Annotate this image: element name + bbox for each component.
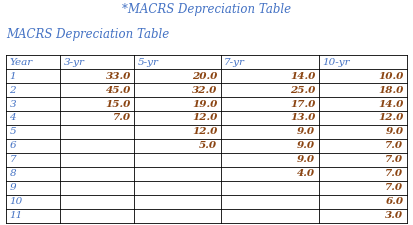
Text: 32.0: 32.0	[192, 86, 217, 94]
Text: 4: 4	[9, 113, 16, 122]
Text: 12.0: 12.0	[192, 113, 217, 122]
Text: 7-yr: 7-yr	[224, 58, 245, 67]
Text: 5-yr: 5-yr	[138, 58, 159, 67]
Text: 12.0: 12.0	[192, 127, 217, 136]
Text: 9: 9	[9, 183, 16, 192]
Text: 33.0: 33.0	[106, 72, 131, 81]
Text: 7.0: 7.0	[385, 169, 404, 178]
Text: Year: Year	[9, 58, 33, 67]
Text: 6: 6	[9, 142, 16, 151]
Text: 18.0: 18.0	[378, 86, 404, 94]
Text: 7.0: 7.0	[113, 113, 131, 122]
Text: 3-yr: 3-yr	[64, 58, 85, 67]
Text: 2: 2	[9, 86, 16, 94]
Text: 20.0: 20.0	[192, 72, 217, 81]
Text: 25.0: 25.0	[290, 86, 316, 94]
Text: 6.0: 6.0	[385, 197, 404, 206]
Text: 10: 10	[9, 197, 23, 206]
Text: 1: 1	[9, 72, 16, 81]
Text: 9.0: 9.0	[297, 155, 316, 164]
Text: 17.0: 17.0	[290, 99, 316, 108]
Text: 12.0: 12.0	[378, 113, 404, 122]
Text: 14.0: 14.0	[378, 99, 404, 108]
Text: 10-yr: 10-yr	[322, 58, 349, 67]
Text: 7: 7	[9, 155, 16, 164]
Text: 45.0: 45.0	[106, 86, 131, 94]
Text: 11: 11	[9, 211, 23, 220]
Text: 7.0: 7.0	[385, 183, 404, 192]
Text: *MACRS Depreciation Table: *MACRS Depreciation Table	[122, 3, 291, 16]
Text: 9.0: 9.0	[385, 127, 404, 136]
Text: 8: 8	[9, 169, 16, 178]
Text: 9.0: 9.0	[297, 127, 316, 136]
Text: 15.0: 15.0	[106, 99, 131, 108]
Text: 10.0: 10.0	[378, 72, 404, 81]
Text: 13.0: 13.0	[290, 113, 316, 122]
Text: MACRS Depreciation Table: MACRS Depreciation Table	[6, 28, 169, 41]
Text: 7.0: 7.0	[385, 142, 404, 151]
Text: 4.0: 4.0	[297, 169, 316, 178]
Text: 7.0: 7.0	[385, 155, 404, 164]
Text: 3: 3	[9, 99, 16, 108]
Text: 19.0: 19.0	[192, 99, 217, 108]
Text: 14.0: 14.0	[290, 72, 316, 81]
Text: 5.0: 5.0	[199, 142, 217, 151]
Text: 9.0: 9.0	[297, 142, 316, 151]
Text: 3.0: 3.0	[385, 211, 404, 220]
Text: 5: 5	[9, 127, 16, 136]
